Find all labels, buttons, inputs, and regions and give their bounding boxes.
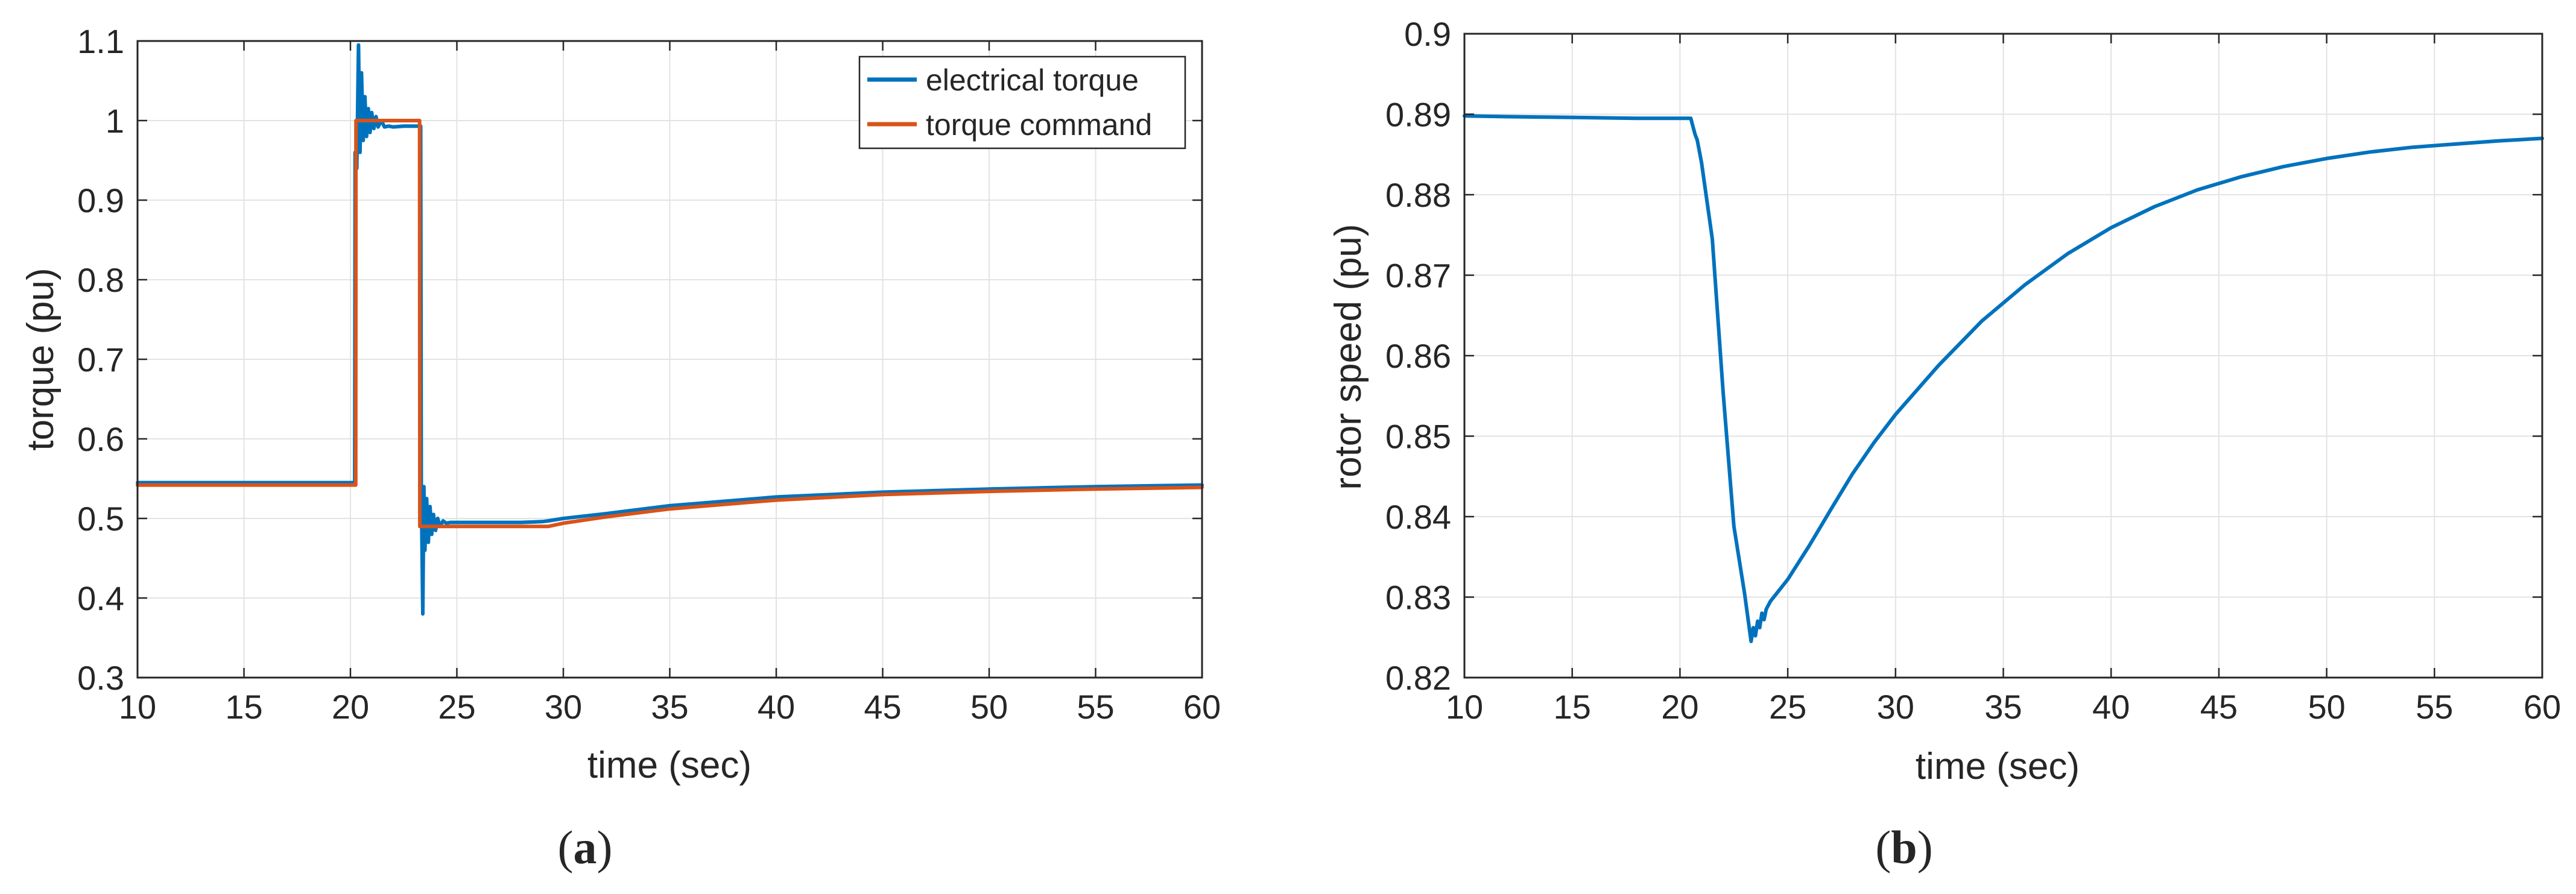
series-line-rotor-speed bbox=[1463, 114, 2544, 643]
y-tick-label-0-7: 0.7 bbox=[77, 341, 124, 379]
y-tick-label-1-1: 1.1 bbox=[77, 22, 124, 60]
x-tick-label-40: 40 bbox=[2092, 688, 2130, 726]
x-tick-label-45: 45 bbox=[2200, 688, 2238, 726]
series-line-torque-command bbox=[136, 119, 1204, 529]
x-tick-label-30: 30 bbox=[545, 688, 582, 726]
y-tick-label-0-84: 0.84 bbox=[1385, 498, 1451, 536]
legend-box bbox=[858, 55, 1186, 150]
x-tick-label-20: 20 bbox=[332, 688, 369, 726]
y-tick-label-0-88: 0.88 bbox=[1385, 176, 1451, 214]
x-tick-label-15: 15 bbox=[1554, 688, 1591, 726]
panel-label-b: (b) bbox=[1875, 821, 1932, 874]
y-axis-label: rotor speed (pu) bbox=[1328, 224, 1369, 489]
legend: electrical torque torque command bbox=[858, 55, 1186, 150]
legend-label-torque-command: torque command bbox=[926, 108, 1152, 142]
x-tick-label-45: 45 bbox=[864, 688, 901, 726]
x-tick-label-35: 35 bbox=[651, 688, 688, 726]
y-tick-label-0-82: 0.82 bbox=[1385, 659, 1451, 697]
x-tick-label-50: 50 bbox=[2308, 688, 2345, 726]
y-tick-label-0-9: 0.9 bbox=[1404, 15, 1451, 53]
x-tick-label-35: 35 bbox=[1984, 688, 2022, 726]
y-tick-label-0-9: 0.9 bbox=[77, 181, 124, 219]
panel-a-torque-chart: 10 15 20 25 30 35 40 45 50 55 60 0.3 0.4 0.5 0.6 0.7 0.8… bbox=[20, 22, 1221, 874]
y-axis-label: torque (pu) bbox=[20, 268, 62, 450]
y-tick-label-0-87: 0.87 bbox=[1385, 257, 1451, 295]
x-tick-label-15: 15 bbox=[225, 688, 262, 726]
x-tick-label-60: 60 bbox=[2524, 688, 2561, 726]
y-tick-label-0-3: 0.3 bbox=[77, 659, 124, 697]
y-tick-label-0-85: 0.85 bbox=[1385, 418, 1451, 456]
y-tick-label-0-4: 0.4 bbox=[77, 579, 124, 617]
x-tick-label-20: 20 bbox=[1661, 688, 1698, 726]
x-tick-label-10: 10 bbox=[1446, 688, 1483, 726]
y-tick-label-0-5: 0.5 bbox=[77, 500, 124, 538]
x-tick-label-25: 25 bbox=[438, 688, 475, 726]
y-tick-label-0-6: 0.6 bbox=[77, 420, 124, 458]
x-axis-label: time (sec) bbox=[587, 744, 752, 786]
x-tick-label-30: 30 bbox=[1877, 688, 1914, 726]
y-tick-label-1: 1 bbox=[106, 102, 124, 140]
x-tick-label-50: 50 bbox=[970, 688, 1008, 726]
x-tick-label-25: 25 bbox=[1769, 688, 1806, 726]
y-tick-label-0-8: 0.8 bbox=[77, 261, 124, 299]
series-group bbox=[136, 43, 1204, 616]
y-tick-label-0-86: 0.86 bbox=[1385, 337, 1451, 375]
series-group bbox=[1463, 114, 2544, 643]
y-tick-label-0-89: 0.89 bbox=[1385, 96, 1451, 134]
x-tick-label-60: 60 bbox=[1183, 688, 1221, 726]
x-tick-label-40: 40 bbox=[758, 688, 795, 726]
grid bbox=[1464, 34, 2542, 678]
panel-b-rotor-speed-chart: 10 15 20 25 30 35 40 45 50 55 60 0.82 0.83 0.84 0.85 0.… bbox=[1328, 15, 2561, 874]
legend-label-electrical-torque: electrical torque bbox=[926, 63, 1139, 97]
x-tick-label-10: 10 bbox=[119, 688, 156, 726]
x-tick-label-55: 55 bbox=[1077, 688, 1114, 726]
series-line-electrical-torque bbox=[136, 43, 1204, 616]
panel-label-a: (a) bbox=[558, 821, 613, 874]
x-axis-label: time (sec) bbox=[1916, 746, 2080, 787]
y-tick-label-0-83: 0.83 bbox=[1385, 579, 1451, 617]
tick-group: 10 15 20 25 30 35 40 45 50 55 60 0.3 0.4 0.5 0.6 0.7 0.8… bbox=[77, 22, 1221, 726]
tick-group: 10 15 20 25 30 35 40 45 50 55 60 0.82 0.83 0.84 0.85 0.… bbox=[1385, 15, 2561, 726]
x-tick-label-55: 55 bbox=[2416, 688, 2453, 726]
